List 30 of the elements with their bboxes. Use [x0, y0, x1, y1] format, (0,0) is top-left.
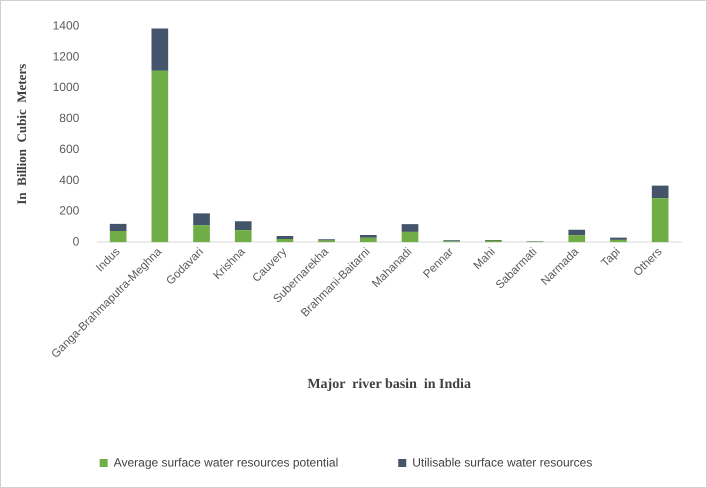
bar — [151, 70, 168, 242]
bar — [276, 238, 294, 242]
bar — [652, 186, 668, 198]
legend-label: Utilisable surface water resources — [412, 455, 592, 470]
bar — [402, 224, 418, 232]
y-axis-title: In Billion Cubic Meters — [14, 64, 30, 205]
x-axis-title: Major river basin in India — [307, 377, 471, 392]
y-tick-label: 1400 — [52, 18, 80, 33]
bar — [193, 225, 210, 242]
y-tick-label: 200 — [59, 204, 80, 218]
bar — [110, 230, 126, 242]
y-tick-label: 1200 — [52, 49, 80, 64]
bar — [234, 221, 252, 230]
bar — [276, 236, 294, 239]
bar — [568, 230, 586, 236]
bar — [652, 198, 668, 242]
bar — [360, 238, 377, 242]
bar — [234, 230, 252, 242]
y-tick-label: 1000 — [52, 80, 80, 94]
bar — [402, 232, 418, 242]
y-tick-label: 800 — [59, 111, 80, 126]
bar — [110, 224, 126, 231]
x-tick-label: Tapi — [599, 246, 623, 270]
bar — [151, 28, 168, 71]
y-tick-label: 600 — [59, 142, 80, 156]
y-tick-label: 0 — [72, 234, 80, 249]
y-tick-label: 400 — [59, 172, 80, 187]
bar — [568, 235, 586, 242]
legend-label: Average surface water resources potential — [114, 455, 338, 470]
bar — [193, 213, 210, 226]
